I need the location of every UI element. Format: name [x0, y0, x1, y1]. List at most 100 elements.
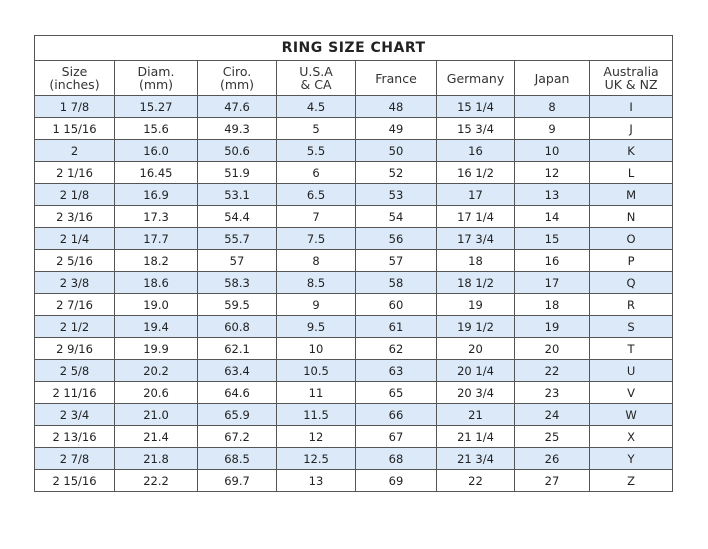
table-cell: 58.3 — [197, 271, 277, 294]
table-cell: 7 — [276, 205, 356, 228]
column-header: Ciro. (mm) — [197, 60, 277, 96]
table-cell: 12 — [514, 161, 590, 184]
table-row: 2 16.0 50.6 5.5 50 16 10 K — [34, 139, 674, 162]
table-cell: 19.4 — [114, 315, 198, 338]
column-header-line: France — [375, 70, 417, 86]
table-cell: 49.3 — [197, 117, 277, 140]
column-header: France — [355, 60, 437, 96]
column-header: Japan — [514, 60, 590, 96]
table-cell: 15.6 — [114, 117, 198, 140]
table-cell: 16.0 — [114, 139, 198, 162]
table-cell: 19.9 — [114, 337, 198, 360]
table-cell: 5.5 — [276, 139, 356, 162]
table-cell: P — [588, 249, 674, 272]
table-cell: 63 — [355, 359, 437, 382]
table-cell: 21.8 — [114, 447, 198, 470]
table-cell: 11.5 — [276, 403, 356, 426]
table-title: RING SIZE CHART — [33, 35, 674, 61]
table-row: 2 5/16 18.2 57 8 57 18 16 P — [34, 249, 674, 272]
table-cell: 22 — [514, 359, 590, 382]
table-cell: V — [588, 381, 674, 404]
table-cell: 2 1/4 — [34, 227, 115, 250]
table-cell: 68.5 — [197, 447, 277, 470]
table-cell: 6.5 — [276, 183, 356, 206]
table-cell: 2 3/8 — [34, 271, 115, 294]
table-row: 2 7/16 19.0 59.5 9 60 19 18 R — [34, 293, 674, 316]
table-cell: 57 — [197, 249, 277, 272]
table-cell: 15 1/4 — [436, 95, 515, 118]
table-cell: 21.4 — [114, 425, 198, 448]
table-cell: 2 7/8 — [34, 447, 115, 470]
table-cell: 20 — [436, 337, 515, 360]
table-cell: 2 3/4 — [34, 403, 115, 426]
table-cell: 10.5 — [276, 359, 356, 382]
table-cell: 61 — [355, 315, 437, 338]
table-cell: 19 — [436, 293, 515, 316]
table-cell: 7.5 — [276, 227, 356, 250]
table-cell: 17 — [514, 271, 590, 294]
table-cell: X — [588, 425, 674, 448]
column-header-line: Australia — [603, 64, 659, 79]
table-cell: 2 7/16 — [34, 293, 115, 316]
table-cell: 22.2 — [114, 469, 198, 492]
column-header: U.S.A & CA — [276, 60, 356, 96]
table-row: 2 5/8 20.2 63.4 10.5 63 20 1/4 22 U — [34, 359, 674, 382]
table-cell: 24 — [514, 403, 590, 426]
table-cell: 47.6 — [197, 95, 277, 118]
table-cell: 56 — [355, 227, 437, 250]
table-cell: 22 — [436, 469, 515, 492]
table-cell: 66 — [355, 403, 437, 426]
table-cell: 57 — [355, 249, 437, 272]
column-header: Germany — [436, 60, 515, 96]
table-cell: 48 — [355, 95, 437, 118]
table-cell: K — [588, 139, 674, 162]
table-row: 2 13/16 21.4 67.2 12 67 21 1/4 25 X — [34, 425, 674, 448]
table-cell: R — [588, 293, 674, 316]
table-cell: 65 — [355, 381, 437, 404]
table-cell: 17 3/4 — [436, 227, 515, 250]
table-cell: 51.9 — [197, 161, 277, 184]
table-cell: 65.9 — [197, 403, 277, 426]
table-cell: W — [588, 403, 674, 426]
table-cell: 13 — [514, 183, 590, 206]
table-cell: 2 — [34, 139, 115, 162]
table-cell: 54 — [355, 205, 437, 228]
table-cell: 19.0 — [114, 293, 198, 316]
column-header-line: Germany — [446, 70, 505, 86]
table-cell: 5 — [276, 117, 356, 140]
table-cell: 1 7/8 — [34, 95, 115, 118]
table-row: 2 3/8 18.6 58.3 8.5 58 18 1/2 17 Q — [34, 271, 674, 294]
table-cell: 21.0 — [114, 403, 198, 426]
table-cell: Q — [588, 271, 674, 294]
table-cell: 55.7 — [197, 227, 277, 250]
table-cell: 2 13/16 — [34, 425, 115, 448]
table-cell: 8.5 — [276, 271, 356, 294]
table-cell: 20 1/4 — [436, 359, 515, 382]
table-cell: 18.2 — [114, 249, 198, 272]
table-cell: 15.27 — [114, 95, 198, 118]
column-header-line: & CA — [300, 77, 332, 92]
header-row: Size (inches) Diam. (mm) Ciro. (mm) U.S.A & CA F… — [34, 60, 674, 96]
column-header: Diam. (mm) — [114, 60, 198, 96]
column-header-line: Ciro. — [222, 64, 252, 79]
table-cell: 16.45 — [114, 161, 198, 184]
column-header: Size (inches) — [34, 60, 115, 96]
table-row: 2 1/16 16.45 51.9 6 52 16 1/2 12 L — [34, 161, 674, 184]
table-cell: 2 1/8 — [34, 183, 115, 206]
table-cell: 26 — [514, 447, 590, 470]
table-cell: 58 — [355, 271, 437, 294]
table-cell: 17.3 — [114, 205, 198, 228]
table-row: 2 9/16 19.9 62.1 10 62 20 20 T — [34, 337, 674, 360]
table-cell: 10 — [514, 139, 590, 162]
table-cell: 16 — [436, 139, 515, 162]
table-row: 2 3/4 21.0 65.9 11.5 66 21 24 W — [34, 403, 674, 426]
table-cell: 68 — [355, 447, 437, 470]
table-cell: 11 — [276, 381, 356, 404]
table-cell: 2 1/2 — [34, 315, 115, 338]
table-cell: 19 1/2 — [436, 315, 515, 338]
table-row: 1 15/16 15.6 49.3 5 49 15 3/4 9 J — [34, 117, 674, 140]
table-cell: Y — [588, 447, 674, 470]
table-cell: 20.2 — [114, 359, 198, 382]
table-cell: 69 — [355, 469, 437, 492]
table-cell: 4.5 — [276, 95, 356, 118]
